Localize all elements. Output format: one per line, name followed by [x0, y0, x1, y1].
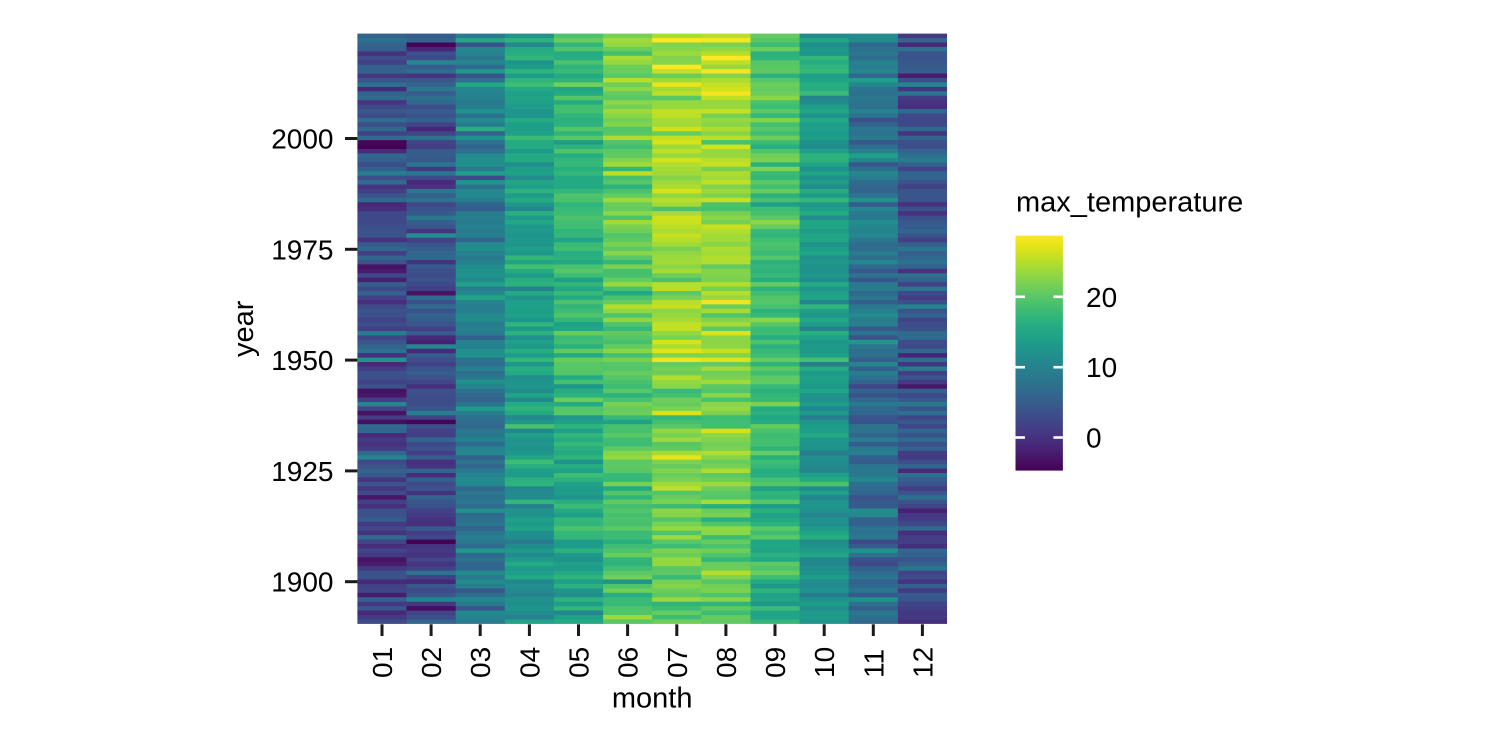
- svg-text:12: 12: [907, 647, 938, 678]
- svg-text:year: year: [228, 300, 260, 357]
- svg-text:max_temperature: max_temperature: [1016, 187, 1243, 219]
- svg-text:10: 10: [809, 647, 840, 678]
- svg-text:05: 05: [564, 647, 595, 678]
- svg-text:07: 07: [662, 647, 693, 678]
- svg-text:1975: 1975: [271, 234, 333, 265]
- svg-text:11: 11: [858, 649, 889, 678]
- svg-text:0: 0: [1086, 423, 1102, 454]
- svg-text:06: 06: [613, 647, 644, 678]
- svg-text:04: 04: [514, 647, 545, 678]
- svg-text:10: 10: [1086, 352, 1117, 383]
- svg-text:08: 08: [711, 647, 742, 678]
- svg-text:02: 02: [416, 647, 447, 678]
- svg-text:01: 01: [367, 647, 398, 678]
- svg-text:09: 09: [760, 647, 791, 678]
- svg-text:03: 03: [465, 647, 496, 678]
- svg-text:month: month: [612, 683, 693, 715]
- svg-text:2000: 2000: [271, 124, 333, 155]
- svg-text:1900: 1900: [271, 567, 333, 598]
- svg-text:20: 20: [1086, 282, 1117, 313]
- svg-text:1950: 1950: [271, 345, 333, 376]
- svg-text:1925: 1925: [271, 456, 333, 487]
